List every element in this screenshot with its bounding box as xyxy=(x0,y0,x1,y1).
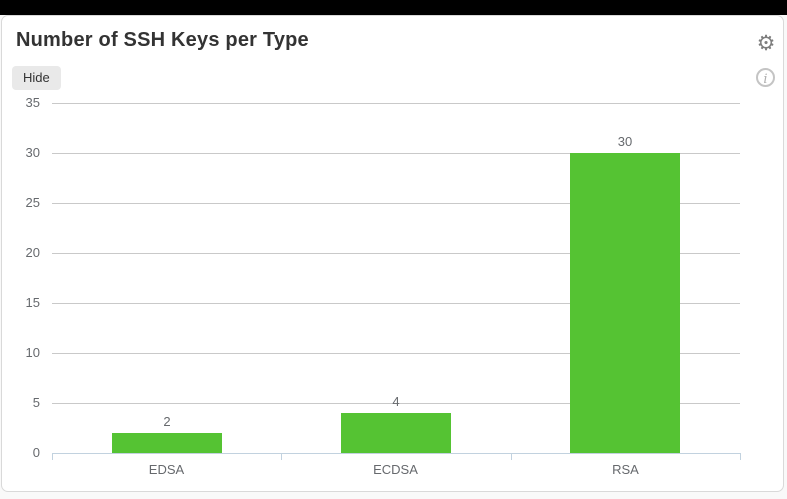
y-axis-tick-label: 35 xyxy=(25,95,40,110)
x-axis-tick xyxy=(281,453,282,460)
y-axis-tick-label: 25 xyxy=(25,195,40,210)
chart-widget-panel: Number of SSH Keys per Type Hide ⚙ i 0 5 1… xyxy=(1,15,784,492)
bar-edsa[interactable] xyxy=(112,433,222,453)
y-gridline xyxy=(52,353,740,354)
bar-rsa[interactable] xyxy=(570,153,680,453)
bar-ecdsa[interactable] xyxy=(341,413,451,453)
y-gridline xyxy=(52,303,740,304)
x-axis-tick xyxy=(52,453,53,460)
bar-value-label: 30 xyxy=(617,134,633,149)
bar-chart: 0 5 10 15 20 25 30 35 2 EDSA 4 ECDSA 30 RSA xyxy=(2,16,783,491)
y-gridline xyxy=(52,253,740,254)
y-gridline xyxy=(52,203,740,204)
x-axis-tick xyxy=(511,453,512,460)
y-axis-tick-label: 0 xyxy=(32,445,40,460)
x-axis-category-label: RSA xyxy=(612,462,639,477)
y-axis-tick-label: 5 xyxy=(32,395,40,410)
y-axis-tick-label: 10 xyxy=(25,345,40,360)
x-axis-tick xyxy=(740,453,741,460)
y-axis-tick-label: 20 xyxy=(25,245,40,260)
window-top-bar xyxy=(0,0,787,15)
chart-title: Number of SSH Keys per Type xyxy=(16,29,309,51)
y-axis-tick-label: 30 xyxy=(25,145,40,160)
info-icon[interactable]: i xyxy=(756,68,775,87)
settings-gear-icon[interactable]: ⚙ xyxy=(756,31,776,55)
y-gridline xyxy=(52,403,740,404)
hide-button[interactable]: Hide xyxy=(12,66,61,90)
x-axis-category-label: EDSA xyxy=(148,462,185,477)
y-gridline xyxy=(52,153,740,154)
y-axis-tick-label: 15 xyxy=(25,295,40,310)
x-axis-line xyxy=(52,453,740,454)
bar-value-label: 2 xyxy=(163,414,171,429)
bar-value-label: 4 xyxy=(392,394,400,409)
y-gridline xyxy=(52,103,740,104)
info-icon-letter: i xyxy=(763,72,768,87)
x-axis-category-label: ECDSA xyxy=(373,462,418,477)
